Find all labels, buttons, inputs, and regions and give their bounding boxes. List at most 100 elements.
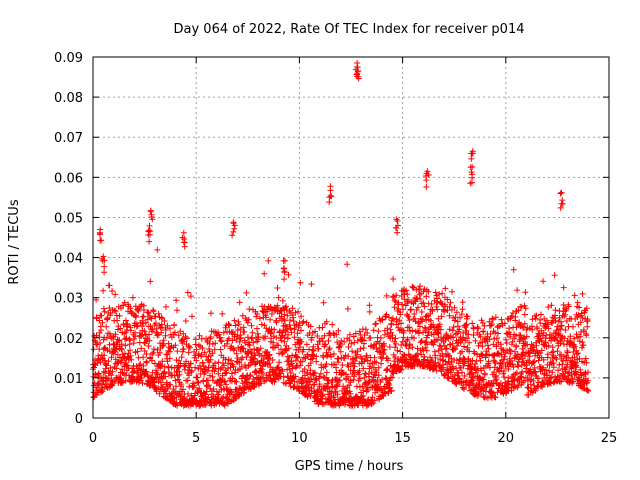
data-point <box>519 369 526 375</box>
data-point <box>506 346 513 353</box>
data-point <box>423 293 430 300</box>
data-point <box>382 390 389 397</box>
data-point <box>317 370 324 377</box>
data-point <box>547 380 554 387</box>
data-point <box>146 337 153 344</box>
data-point <box>290 314 297 321</box>
data-point <box>300 379 307 386</box>
data-point <box>411 335 417 342</box>
data-point <box>456 326 463 333</box>
data-point <box>432 354 439 361</box>
data-point <box>571 292 578 299</box>
data-point <box>157 379 164 386</box>
data-point <box>392 224 399 231</box>
data-point <box>152 313 159 320</box>
data-point <box>438 300 445 307</box>
data-point <box>274 285 281 291</box>
data-point <box>398 366 405 373</box>
data-point <box>181 243 188 250</box>
data-point <box>538 337 545 344</box>
data-point <box>454 323 461 330</box>
data-point <box>257 345 264 352</box>
data-point <box>370 327 377 334</box>
data-point <box>156 349 163 356</box>
data-point <box>122 342 129 349</box>
data-point <box>434 336 441 343</box>
data-point <box>405 345 412 352</box>
data-point <box>543 377 550 384</box>
data-point <box>223 369 230 376</box>
data-point <box>100 305 107 312</box>
data-point <box>161 318 168 324</box>
data-point <box>388 387 395 394</box>
data-point <box>225 335 232 342</box>
data-point <box>285 345 292 352</box>
data-point <box>459 306 466 313</box>
data-point <box>475 325 482 332</box>
data-point <box>103 323 110 330</box>
data-point <box>384 325 391 332</box>
data-point <box>557 338 564 345</box>
data-point <box>118 358 125 364</box>
data-point <box>174 307 180 314</box>
data-point <box>384 366 391 373</box>
data-point <box>464 313 471 320</box>
data-point <box>362 356 368 363</box>
x-tick-label: 15 <box>394 431 411 446</box>
data-point <box>239 312 246 319</box>
data-point <box>282 345 289 352</box>
data-point <box>577 319 584 326</box>
data-point <box>292 309 299 316</box>
data-point <box>460 355 467 361</box>
data-point <box>147 354 154 361</box>
data-point <box>118 341 125 348</box>
data-point <box>328 353 335 360</box>
data-point <box>500 346 506 353</box>
data-point <box>492 314 499 321</box>
data-point <box>126 347 133 354</box>
data-point <box>289 352 296 359</box>
data-point <box>519 345 526 352</box>
data-point <box>408 306 415 313</box>
data-point <box>477 357 484 364</box>
data-point <box>583 305 590 312</box>
data-point <box>156 390 163 397</box>
data-point <box>116 337 123 344</box>
data-point <box>101 352 108 359</box>
data-point <box>493 343 500 350</box>
data-point <box>155 310 162 317</box>
data-point <box>312 328 318 335</box>
data-point <box>297 344 303 351</box>
data-point <box>325 383 332 390</box>
data-point <box>105 375 112 382</box>
data-point <box>491 369 498 376</box>
data-point <box>221 362 227 369</box>
data-point <box>220 329 227 336</box>
data-point <box>199 345 206 352</box>
x-axis-title: GPS time / hours <box>295 459 404 474</box>
data-point <box>90 346 97 353</box>
data-point <box>146 331 152 338</box>
data-point <box>509 361 516 367</box>
data-point <box>436 321 443 328</box>
data-point <box>122 317 129 324</box>
data-point <box>488 321 495 328</box>
data-point <box>178 354 185 361</box>
data-point <box>485 345 492 352</box>
data-point <box>224 365 231 372</box>
data-point <box>387 326 394 333</box>
data-point <box>585 369 591 376</box>
data-point <box>254 311 261 317</box>
data-point <box>289 305 296 312</box>
data-point <box>298 313 305 320</box>
data-point <box>379 317 386 323</box>
data-point <box>575 350 582 357</box>
data-point <box>510 266 517 273</box>
data-point <box>127 352 134 359</box>
data-point <box>393 316 400 323</box>
data-point <box>508 313 515 320</box>
data-point <box>523 333 530 340</box>
data-point <box>434 330 441 336</box>
data-point <box>286 321 293 328</box>
data-point <box>191 382 198 389</box>
